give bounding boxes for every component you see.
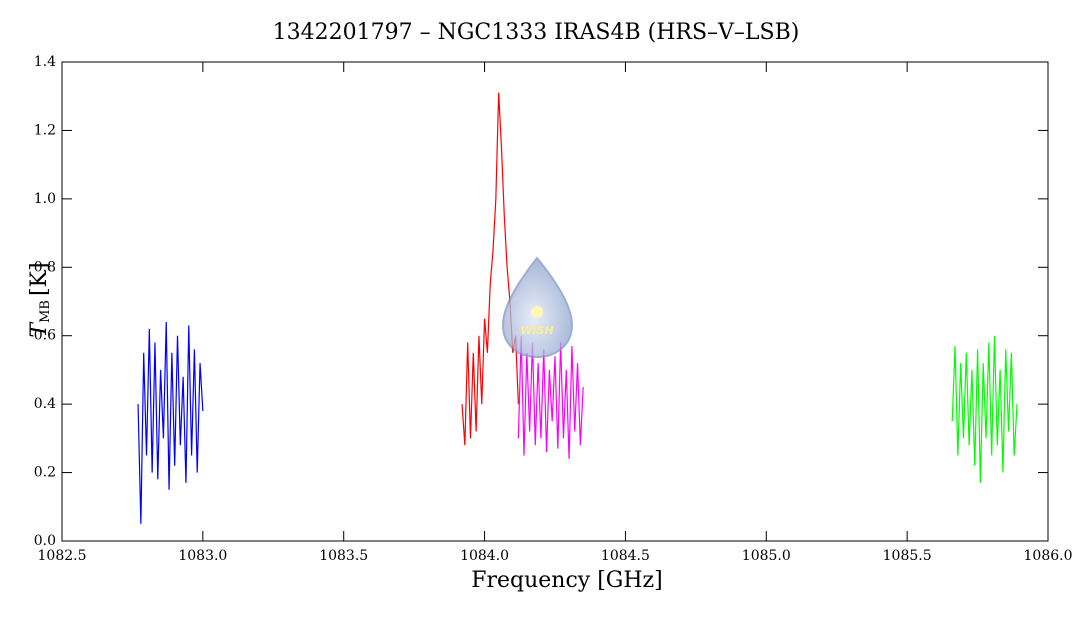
y-label-subscript: MB (38, 300, 53, 323)
y-tick-label: 1.4 (34, 54, 56, 70)
x-axis-label: Frequency [GHz] (471, 568, 663, 593)
plot-area (137, 92, 1018, 524)
spectrum-line (137, 322, 204, 524)
logo-star (531, 306, 543, 318)
y-tick-label: 0.0 (34, 533, 56, 549)
x-tick-label: 1084.0 (460, 548, 509, 564)
x-tick-label: 1085.0 (742, 548, 791, 564)
y-tick-label: 0.6 (34, 328, 56, 344)
plot-frame (61, 61, 1049, 542)
x-tick-label: 1085.5 (883, 548, 932, 564)
logo-text: WISH (520, 324, 553, 337)
y-label-unit: [K] (27, 262, 52, 296)
spectrum-line (461, 92, 519, 446)
y-label-symbol: T (27, 321, 52, 338)
y-tick-label: 0.2 (34, 465, 56, 481)
x-tick-label: 1084.5 (601, 548, 650, 564)
x-tick-label: 1086.0 (1024, 548, 1072, 564)
x-tick-label: 1083.5 (319, 548, 368, 564)
spectrum-line (517, 335, 584, 459)
y-tick-label: 1.2 (34, 122, 56, 138)
y-tick-label: 0.4 (34, 396, 56, 412)
y-axis-label: TMB [K] (27, 262, 53, 337)
y-tick-label: 0.8 (34, 259, 56, 275)
x-tick-label: 1083.0 (178, 548, 227, 564)
spectrum-line (951, 335, 1018, 483)
x-tick-label: 1082.5 (38, 548, 87, 564)
chart-title: 1342201797 – NGC1333 IRAS4B (HRS–V–LSB) (273, 20, 800, 45)
logo: WISH (501, 256, 574, 359)
y-tick-label: 1.0 (34, 191, 56, 207)
